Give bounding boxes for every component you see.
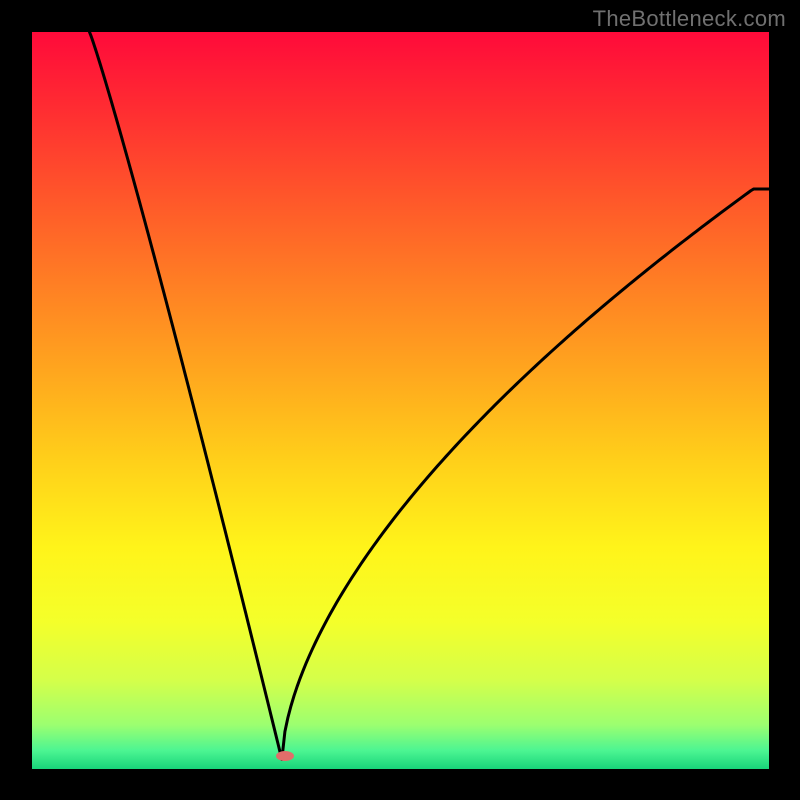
chart-plot-area — [32, 32, 769, 769]
watermark-text: TheBottleneck.com — [593, 6, 786, 32]
optimum-marker — [276, 751, 294, 761]
chart-curve-layer — [32, 32, 769, 769]
bottleneck-curve-path — [89, 32, 769, 759]
